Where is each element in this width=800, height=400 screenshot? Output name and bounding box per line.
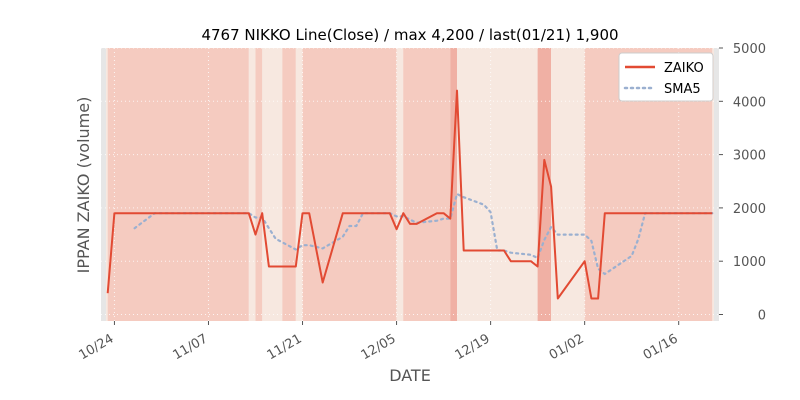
series-lines [106, 89, 714, 300]
chart-title: 4767 NIKKO Line(Close) / max 4,200 / las… [201, 26, 618, 44]
background-band-1 [107, 48, 249, 321]
background-band-5 [282, 48, 296, 321]
background-band-14 [537, 48, 552, 321]
y-axis-label: IPPAN ZAIKO (volume) [74, 97, 93, 274]
background-band-7 [302, 48, 397, 321]
background-band-12 [504, 48, 531, 321]
y-tick-label-0: 0 [758, 309, 766, 324]
background-band-2 [248, 48, 256, 321]
background-band-4 [262, 48, 283, 321]
x-tick-label-2: 11/21 [265, 331, 305, 363]
background-band-8 [396, 48, 404, 321]
background-band-9 [403, 48, 451, 321]
y-tick-label-2: 2000 [733, 202, 766, 217]
x-tick-label-1: 11/07 [171, 331, 211, 363]
chart-grid [101, 47, 719, 321]
plot-edge-left [101, 48, 106, 321]
background-band-3 [255, 48, 263, 321]
plot-edge-right [714, 48, 719, 321]
y-tick-label-5: 5000 [733, 42, 766, 57]
x-tick-label-0: 10/24 [76, 331, 116, 363]
y-axis-ticks: 0 1000 2000 3000 4000 5000 [719, 42, 766, 324]
x-tick-label-4: 12/19 [453, 331, 493, 363]
background-band-13 [530, 48, 538, 321]
x-axis-label: DATE [389, 366, 431, 385]
legend-label-sma5: SMA5 [664, 82, 701, 97]
x-tick-label-6: 01/16 [641, 331, 681, 363]
y-tick-label-3: 3000 [733, 149, 766, 164]
background-band-10 [450, 48, 458, 321]
x-tick-label-3: 12/05 [359, 331, 399, 363]
x-axis-ticks: 10/24 11/07 11/21 12/05 12/19 01/02 01/16 [76, 321, 681, 363]
legend-label-zaiko: ZAIKO [664, 61, 704, 76]
background-band-6 [295, 48, 303, 321]
x-tick-label-5: 01/02 [547, 331, 587, 363]
background-band-11 [457, 48, 505, 321]
y-tick-label-4: 4000 [733, 95, 766, 110]
y-tick-label-1: 1000 [733, 255, 766, 270]
series-line-zaiko [106, 89, 713, 300]
legend: ZAIKO SMA5 [618, 52, 714, 102]
